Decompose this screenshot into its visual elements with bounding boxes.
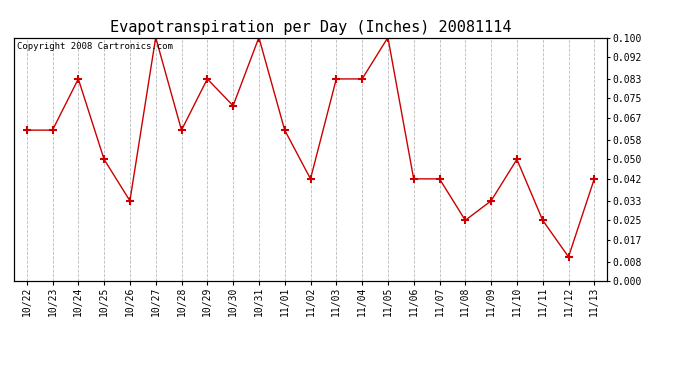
Text: Copyright 2008 Cartronics.com: Copyright 2008 Cartronics.com	[17, 42, 172, 51]
Title: Evapotranspiration per Day (Inches) 20081114: Evapotranspiration per Day (Inches) 2008…	[110, 20, 511, 35]
